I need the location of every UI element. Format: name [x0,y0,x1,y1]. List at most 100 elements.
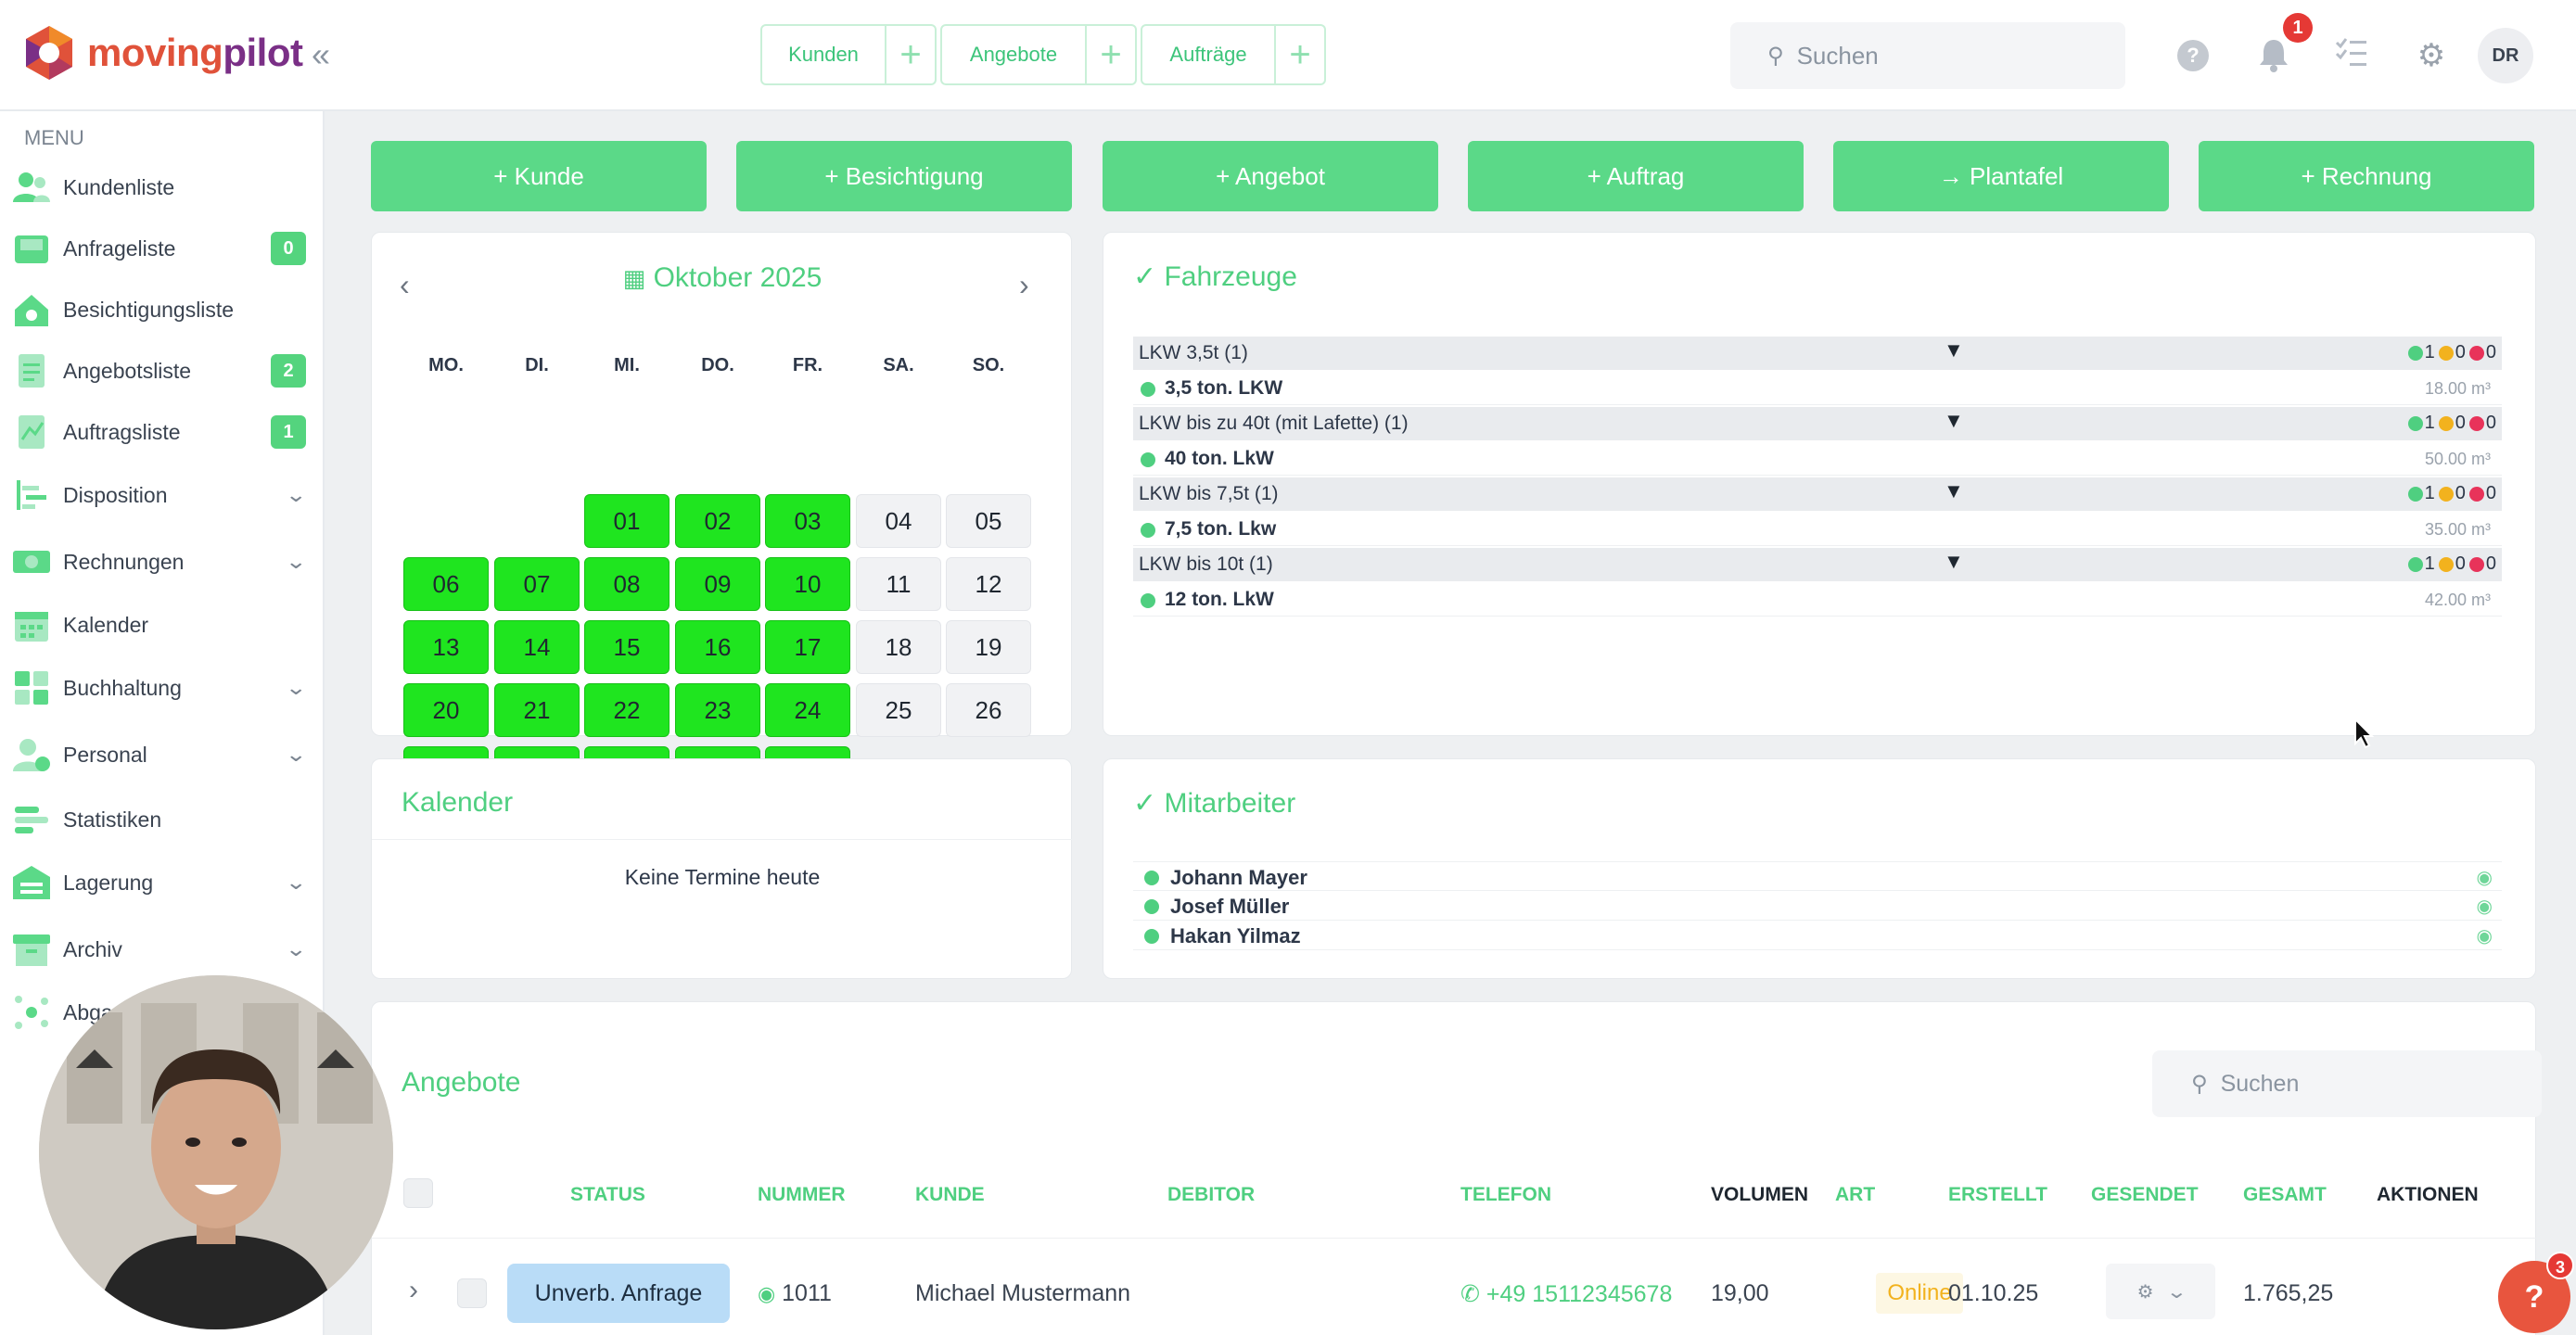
column-header-gesendet[interactable]: GESENDET [2091,1184,2199,1205]
column-header-erstellt[interactable]: ERSTELLT [1948,1184,2047,1205]
add-invoice-button[interactable]: + Rechnung [2199,141,2534,211]
sidebar-item-kalender[interactable]: Kalender [0,597,325,653]
help-icon[interactable]: ? [2177,40,2209,71]
bell-icon[interactable] [2255,37,2292,74]
sidebar-item-anfrageliste[interactable]: Anfrageliste 0 [0,221,325,276]
sidebar-item-rechnungen[interactable]: Rechnungen ⌄ [0,534,325,590]
calendar-day[interactable]: 13 [403,620,489,674]
quick-auftraege-button[interactable]: Aufträge [1141,24,1276,85]
calendar-day[interactable]: 04 [856,494,941,548]
row-checkbox[interactable] [457,1278,487,1308]
column-header-nummer[interactable]: NUMMER [758,1184,846,1205]
add-order-button[interactable]: + Auftrag [1468,141,1804,211]
column-header-volumen[interactable]: VOLUMEN [1711,1184,1808,1205]
sidebar-item-besichtigungsliste[interactable]: Besichtigungsliste [0,282,325,337]
calendar-day[interactable]: 07 [494,557,580,611]
global-search-input[interactable]: ⚲ Suchen [1730,22,2125,89]
select-all-checkbox[interactable] [403,1178,433,1208]
plantafel-button[interactable]: → Plantafel [1833,141,2169,211]
sidebar-item-kundenliste[interactable]: Kundenliste [0,159,325,215]
calendar-day[interactable]: 10 [765,557,850,611]
calendar-day[interactable]: 20 [403,683,489,737]
calendar-day[interactable]: 08 [584,557,670,611]
sidebar-item-disposition[interactable]: Disposition ⌄ [0,467,325,523]
sidebar-item-statistiken[interactable]: Statistiken [0,792,325,847]
calendar-day[interactable]: 14 [494,620,580,674]
yellow-dot-icon [2438,556,2454,572]
calendar-day[interactable]: 03 [765,494,850,548]
vehicle-row[interactable]: 40 ton. LkW 50.00 m³ [1133,442,2502,476]
sidebar-item-lagerung[interactable]: Lagerung ⌄ [0,855,325,910]
calendar-day[interactable]: 11 [856,557,941,611]
calendar-day[interactable]: 23 [675,683,760,737]
quick-auftraege-add-icon[interactable]: + [1276,24,1326,85]
calendar-day[interactable]: 15 [584,620,670,674]
expand-triangle-icon[interactable]: ▼ [1944,479,1964,502]
column-header-art[interactable]: ART [1835,1184,1876,1205]
quick-kunden-button[interactable]: Kunden [760,24,886,85]
eye-icon[interactable]: ◉ [2476,926,2493,947]
calendar-day[interactable]: 05 [946,494,1031,548]
logo[interactable]: movingpilot [22,24,303,82]
employee-row[interactable]: Johann Mayer ◉ [1133,861,2502,891]
sidebar-item-auftragsliste[interactable]: Auftragsliste 1 [0,404,325,460]
expand-triangle-icon[interactable]: ▼ [1944,409,1964,432]
quick-angebote-add-icon[interactable]: + [1087,24,1137,85]
calendar-day[interactable]: 19 [946,620,1031,674]
offer-type-badge: Online [1876,1273,1963,1314]
sidebar-item-angebotsliste[interactable]: Angebotsliste 2 [0,343,325,399]
employee-row[interactable]: Josef Müller ◉ [1133,891,2502,921]
expand-row-chevron-icon[interactable]: › [409,1275,418,1305]
vehicle-group-row[interactable]: LKW bis 7,5t (1) ▼ 1 0 0 [1133,477,2502,511]
sidebar-item-personal[interactable]: Personal ⌄ [0,727,325,782]
add-offer-button[interactable]: + Angebot [1103,141,1438,211]
column-header-telefon[interactable]: TELEFON [1460,1184,1551,1205]
calendar-day[interactable]: 25 [856,683,941,737]
column-header-gesamt[interactable]: GESAMT [2243,1184,2327,1205]
column-header-kunde[interactable]: KUNDE [915,1184,985,1205]
calendar-day[interactable]: 01 [584,494,670,548]
vehicle-row[interactable]: 12 ton. LkW 42.00 m³ [1133,583,2502,617]
calendar-day[interactable]: 24 [765,683,850,737]
offer-actions-dropdown[interactable]: ⚙ ⌄ [2106,1264,2215,1319]
calendar-day[interactable]: 02 [675,494,760,548]
quick-kunden-add-icon[interactable]: + [886,24,937,85]
offers-search-input[interactable]: ⚲ Suchen [2152,1050,2542,1117]
calendar-day[interactable]: 21 [494,683,580,737]
expand-triangle-icon[interactable]: ▼ [1944,338,1964,362]
sidebar-item-abga[interactable]: Abga [0,985,325,1040]
calendar-day[interactable]: 06 [403,557,489,611]
calendar-day[interactable]: 12 [946,557,1031,611]
vehicle-row[interactable]: 3,5 ton. LKW 18.00 m³ [1133,372,2502,405]
checklist-icon[interactable] [2333,37,2370,74]
sidebar-item-archiv[interactable]: Archiv ⌄ [0,922,325,977]
calendar-next-icon[interactable]: › [1019,268,1029,301]
calendar-day[interactable]: 09 [675,557,760,611]
calendar-day[interactable]: 18 [856,620,941,674]
calendar-day[interactable]: 26 [946,683,1031,737]
add-customer-button[interactable]: + Kunde [371,141,707,211]
calendar-day[interactable]: 16 [675,620,760,674]
column-header-status[interactable]: STATUS [570,1184,645,1205]
calendar-prev-icon[interactable]: ‹ [400,268,410,301]
quick-angebote-button[interactable]: Angebote [940,24,1087,85]
calendar-day[interactable]: 22 [584,683,670,737]
vehicle-group-row[interactable]: LKW bis zu 40t (mit Lafette) (1) ▼ 1 0 0 [1133,407,2502,440]
calendar-day[interactable]: 17 [765,620,850,674]
offer-number-cell[interactable]: ◉ 1011 [758,1280,832,1307]
vehicle-group-row[interactable]: LKW 3,5t (1) ▼ 1 0 0 [1133,337,2502,370]
settings-gear-icon[interactable]: ⚙ [2417,38,2446,73]
sidebar-item-buchhaltung[interactable]: Buchhaltung ⌄ [0,660,325,716]
expand-triangle-icon[interactable]: ▼ [1944,550,1964,573]
user-avatar[interactable]: DR [2478,28,2533,83]
add-inspection-button[interactable]: + Besichtigung [736,141,1072,211]
offer-phone-cell[interactable]: ✆ +49 15112345678 [1460,1280,1672,1308]
vehicle-row[interactable]: 7,5 ton. Lkw 35.00 m³ [1133,513,2502,546]
eye-icon[interactable]: ◉ [2476,896,2493,917]
eye-icon[interactable]: ◉ [2476,868,2493,888]
vehicle-group-row[interactable]: LKW bis 10t (1) ▼ 1 0 0 [1133,548,2502,581]
column-header-debitor[interactable]: DEBITOR [1167,1184,1256,1205]
employee-row[interactable]: Hakan Yilmaz ◉ [1133,921,2502,950]
collapse-sidebar-icon[interactable]: « [312,35,331,73]
offer-customer[interactable]: Michael Mustermann [915,1280,1131,1306]
